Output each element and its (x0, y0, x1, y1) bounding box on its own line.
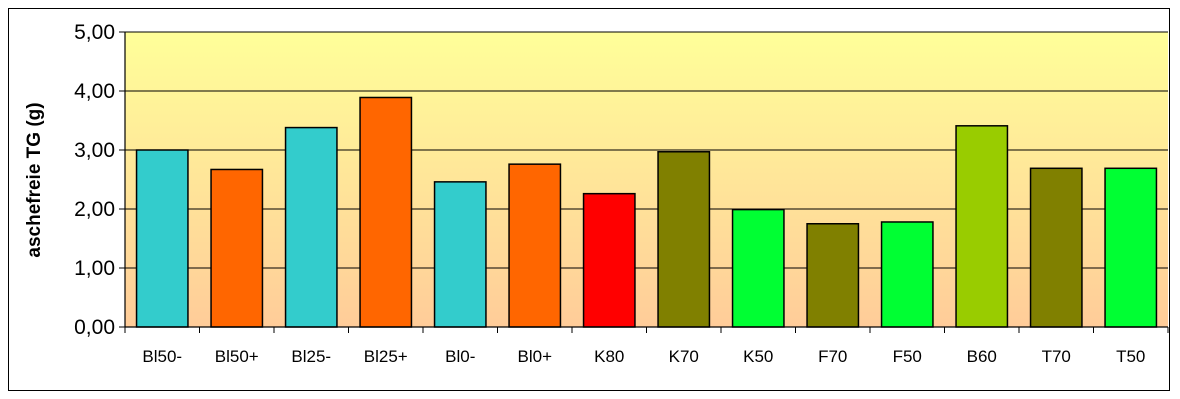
bar-Bl0- (433, 181, 487, 328)
bar-F70 (806, 223, 860, 328)
x-tick-label: K80 (594, 347, 624, 366)
bar-K50 (731, 208, 785, 328)
x-tick-label: B60 (967, 347, 997, 366)
x-tick-label: Bl25+ (364, 347, 408, 366)
y-tick-label: 1,00 (74, 257, 115, 280)
x-tick-label: Bl25- (291, 347, 331, 366)
y-tick-label: 5,00 (74, 21, 115, 44)
x-tick-label: F70 (818, 347, 847, 366)
bar-K70 (657, 151, 711, 328)
bar-F50 (880, 221, 934, 328)
x-tick-label: K70 (669, 347, 699, 366)
bar-B60 (955, 125, 1009, 328)
x-tick-label: Bl0+ (518, 347, 553, 366)
x-tick-label: T50 (1116, 347, 1145, 366)
y-tick-label: 3,00 (74, 139, 115, 162)
y-axis-label: aschefreie TG (g) (24, 102, 45, 257)
x-tick-label: Bl50- (142, 347, 182, 366)
y-tick-label: 4,00 (74, 80, 115, 103)
y-tick-label: 2,00 (74, 198, 115, 221)
x-tick-label: K50 (743, 347, 773, 366)
y-tick-label: 0,00 (74, 316, 115, 339)
x-tick-label: T70 (1042, 347, 1071, 366)
plot-area (125, 32, 1168, 327)
bar-T70 (1029, 167, 1083, 328)
x-tick-label: Bl50+ (215, 347, 259, 366)
bar-T50 (1104, 167, 1158, 328)
bar-K80 (582, 192, 636, 328)
bar-Bl25- (284, 126, 338, 328)
x-tick-label: Bl0- (445, 347, 475, 366)
bar-Bl25+ (359, 96, 413, 328)
chart-frame (8, 8, 1170, 391)
bar-Bl50+ (210, 168, 264, 328)
x-tick-label: F50 (893, 347, 922, 366)
bar-Bl50- (135, 149, 189, 328)
bar-Bl0+ (508, 163, 562, 328)
